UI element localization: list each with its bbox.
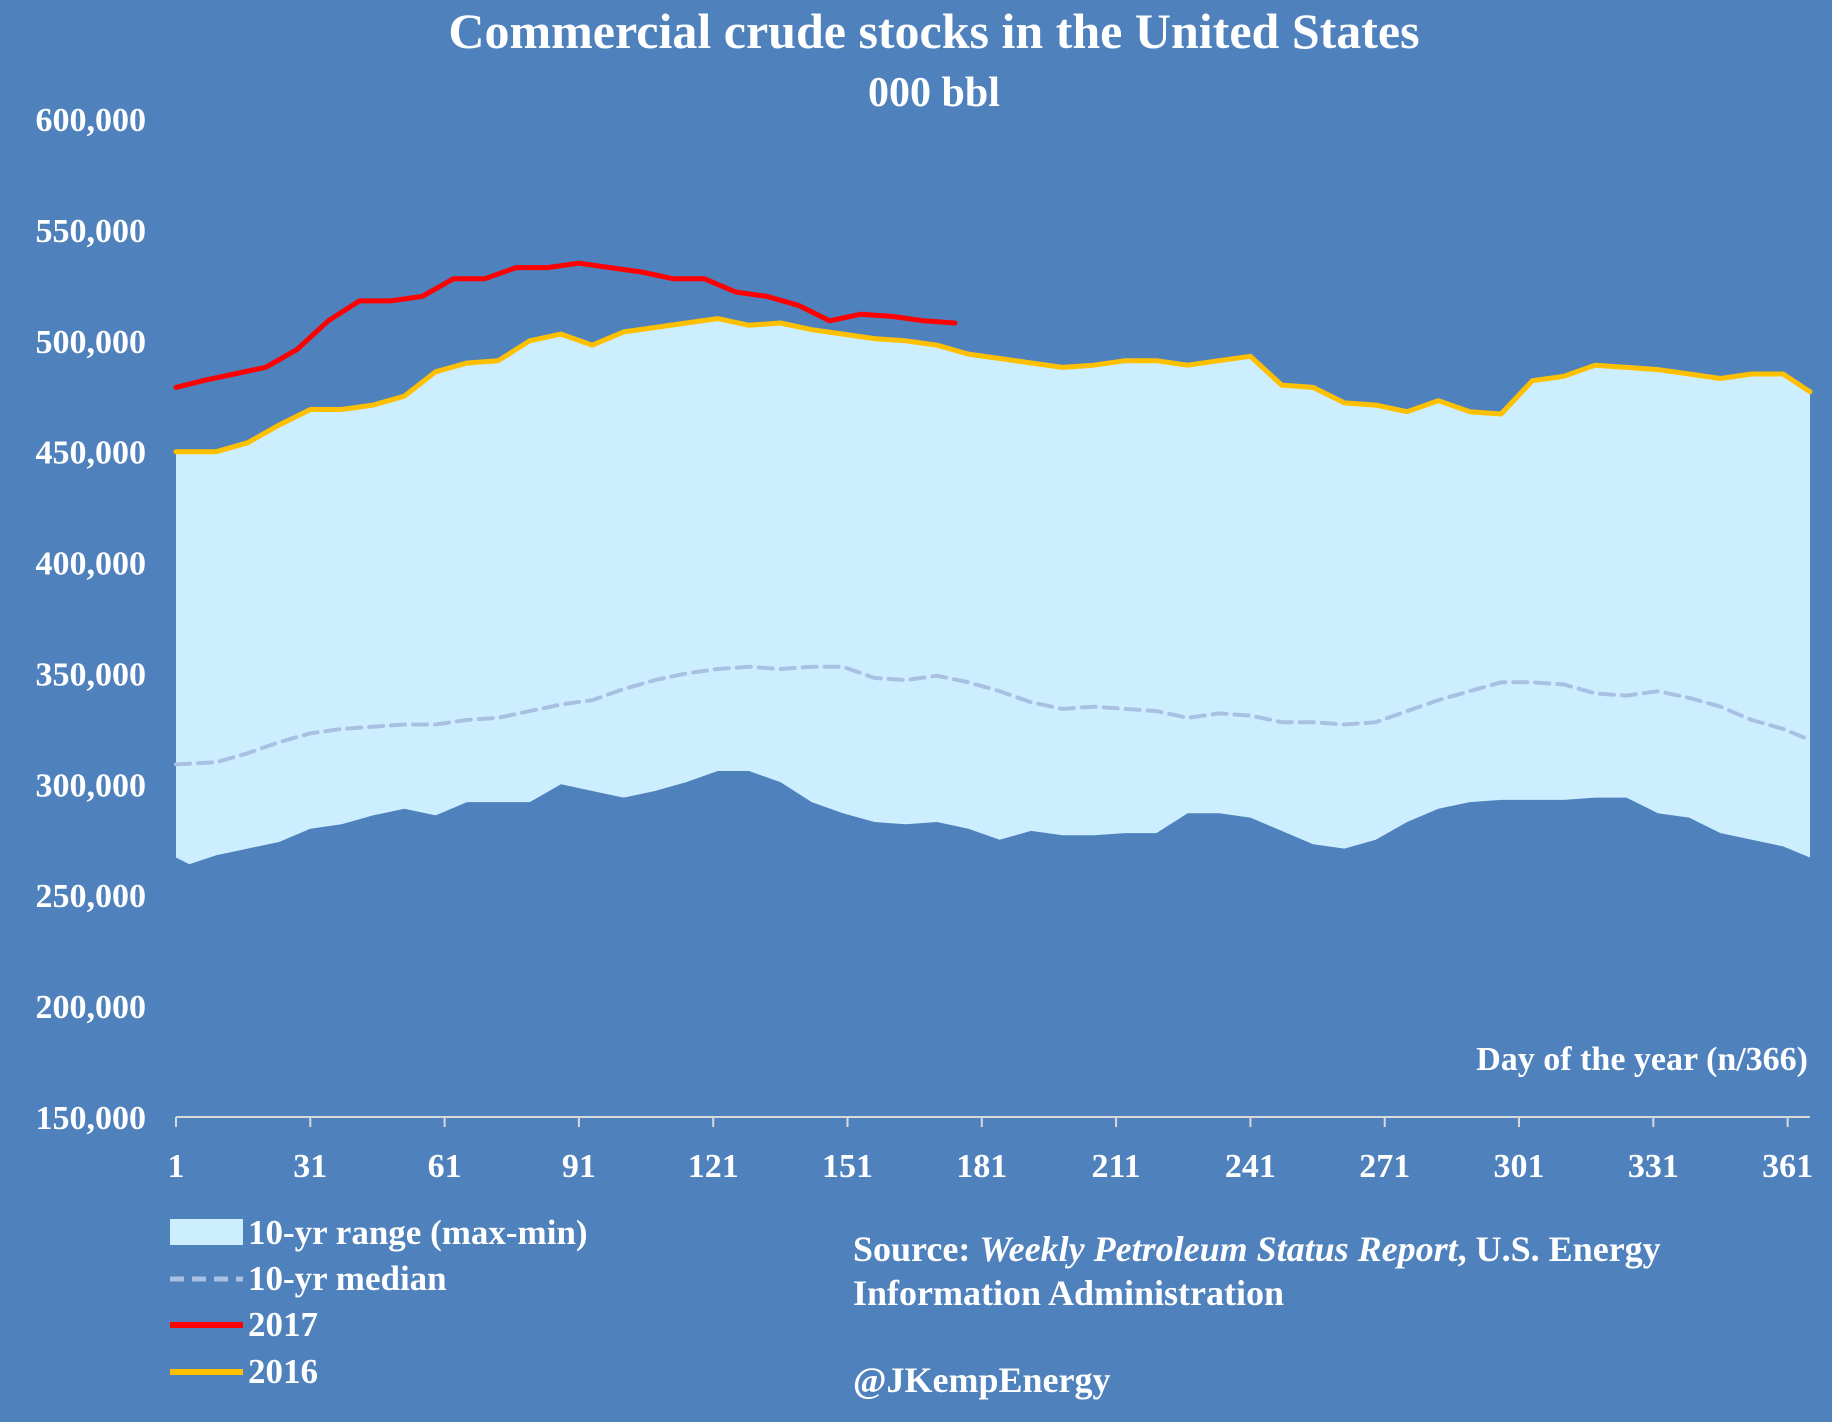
median-line bbox=[174, 664, 1812, 767]
x-tick-label: 241 bbox=[1225, 1148, 1276, 1185]
y-axis: 150,000 200,000 250,000 300,000 350,000 400,0… bbox=[36, 102, 147, 1137]
y-tick-label: 450,000 bbox=[36, 435, 147, 472]
y-tick-label: 600,000 bbox=[36, 102, 147, 139]
legend-label-median: 10-yr median bbox=[248, 1259, 447, 1298]
legend-label-2017: 2017 bbox=[248, 1305, 318, 1344]
x-tick-label: 301 bbox=[1494, 1148, 1545, 1185]
x-tick-label: 121 bbox=[688, 1148, 739, 1185]
source-suffix: , U.S. Energy bbox=[1458, 1229, 1661, 1269]
chart-subtitle: 000 bbl bbox=[868, 70, 1000, 116]
x-tick-label: 151 bbox=[822, 1148, 873, 1185]
y-tick-label: 550,000 bbox=[36, 213, 147, 250]
x-tick-label: 181 bbox=[956, 1148, 1007, 1185]
x-tick-label: 271 bbox=[1359, 1148, 1410, 1185]
source-note: Source: Weekly Petroleum Status Report, … bbox=[853, 1229, 1661, 1400]
legend-label-range: 10-yr range (max-min) bbox=[248, 1213, 588, 1252]
source-line-1: Source: Weekly Petroleum Status Report, … bbox=[853, 1229, 1661, 1269]
legend-swatch-range bbox=[170, 1219, 243, 1245]
y-tick-label: 350,000 bbox=[36, 656, 147, 693]
x-tick-label: 1 bbox=[168, 1148, 185, 1185]
source-publication: Weekly Petroleum Status Report bbox=[979, 1229, 1458, 1269]
source-prefix: Source: bbox=[853, 1229, 979, 1269]
range-band bbox=[176, 318, 1810, 865]
x-tick-label: 31 bbox=[293, 1148, 327, 1185]
y-tick-label: 250,000 bbox=[36, 878, 147, 915]
line-2017 bbox=[173, 260, 958, 390]
legend: 10-yr range (max-min) 10-yr median 2017 … bbox=[170, 1213, 588, 1391]
twitter-handle: @JKempEnergy bbox=[853, 1360, 1110, 1400]
x-axis: 1 31 61 91 121 151 181 211 241 271 301 331 361 bbox=[168, 1116, 1813, 1185]
source-line-2: Information Administration bbox=[853, 1273, 1284, 1313]
y-tick-label: 400,000 bbox=[36, 546, 147, 583]
line-2016 bbox=[173, 316, 1813, 455]
x-tick-label: 361 bbox=[1762, 1148, 1813, 1185]
x-tick-label: 91 bbox=[562, 1148, 596, 1185]
legend-label-2016: 2016 bbox=[248, 1352, 318, 1391]
y-tick-label: 500,000 bbox=[36, 324, 147, 361]
plot-area bbox=[173, 260, 1813, 865]
x-tick-label: 211 bbox=[1092, 1148, 1141, 1185]
chart-title: Commercial crude stocks in the United St… bbox=[448, 3, 1419, 59]
y-tick-label: 150,000 bbox=[36, 1100, 147, 1137]
y-tick-label: 300,000 bbox=[36, 767, 147, 804]
y-tick-label: 200,000 bbox=[36, 989, 147, 1026]
x-axis-label: Day of the year (n/366) bbox=[1476, 1041, 1808, 1078]
x-tick-label: 331 bbox=[1628, 1148, 1679, 1185]
x-tick-label: 61 bbox=[428, 1148, 462, 1185]
